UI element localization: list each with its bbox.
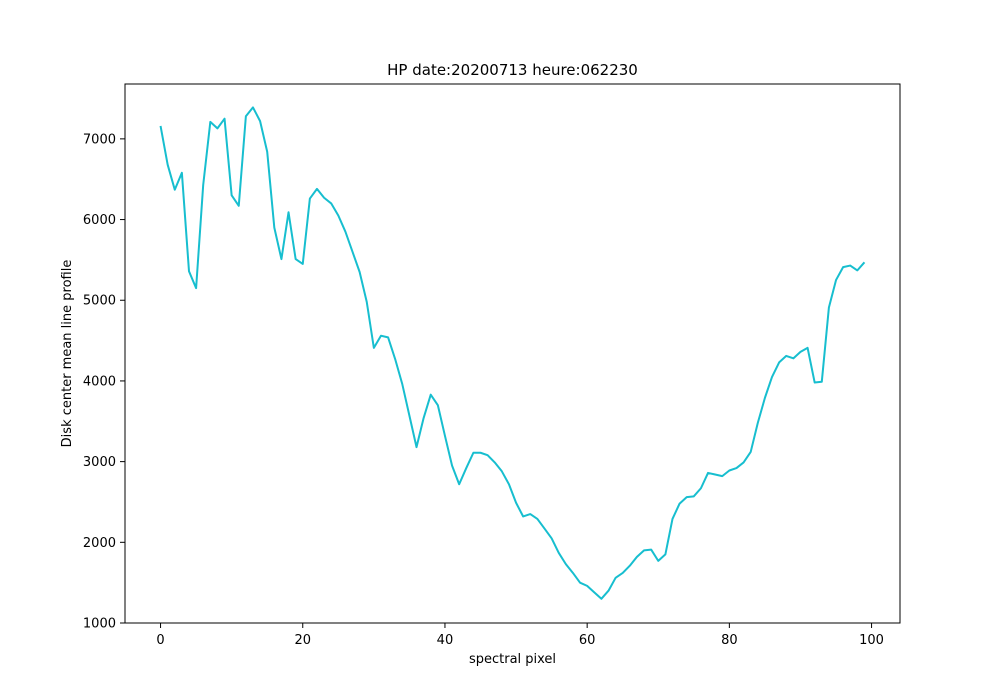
series-line-0: [159, 106, 866, 600]
y-tick-label: 5000: [83, 294, 116, 309]
x-axis-label: spectral pixel: [469, 652, 556, 667]
x-tick-label: 40: [437, 633, 454, 648]
y-axis-label: Disk center mean line profile: [60, 260, 75, 448]
x-tick-label: 20: [294, 633, 311, 648]
x-axis: 0 20 40 60 80 100: [156, 623, 884, 648]
plot-frame: [124, 83, 901, 624]
x-tick-label: 0: [156, 633, 164, 648]
y-axis: 1000 2000 3000 4000 5000 6000 7000: [83, 132, 125, 632]
y-tick-label: 1000: [83, 617, 116, 632]
x-tick-label: 80: [721, 633, 738, 648]
y-tick-label: 2000: [83, 536, 116, 551]
plot-area: [159, 106, 866, 600]
y-tick-label: 7000: [83, 132, 116, 147]
x-tick-label: 100: [859, 633, 884, 648]
y-tick-label: 3000: [83, 455, 116, 470]
x-tick-label: 60: [579, 633, 596, 648]
y-tick-label: 4000: [83, 374, 116, 389]
y-tick-label: 6000: [83, 213, 116, 228]
chart-title: HP date:20200713 heure:062230: [387, 61, 638, 79]
